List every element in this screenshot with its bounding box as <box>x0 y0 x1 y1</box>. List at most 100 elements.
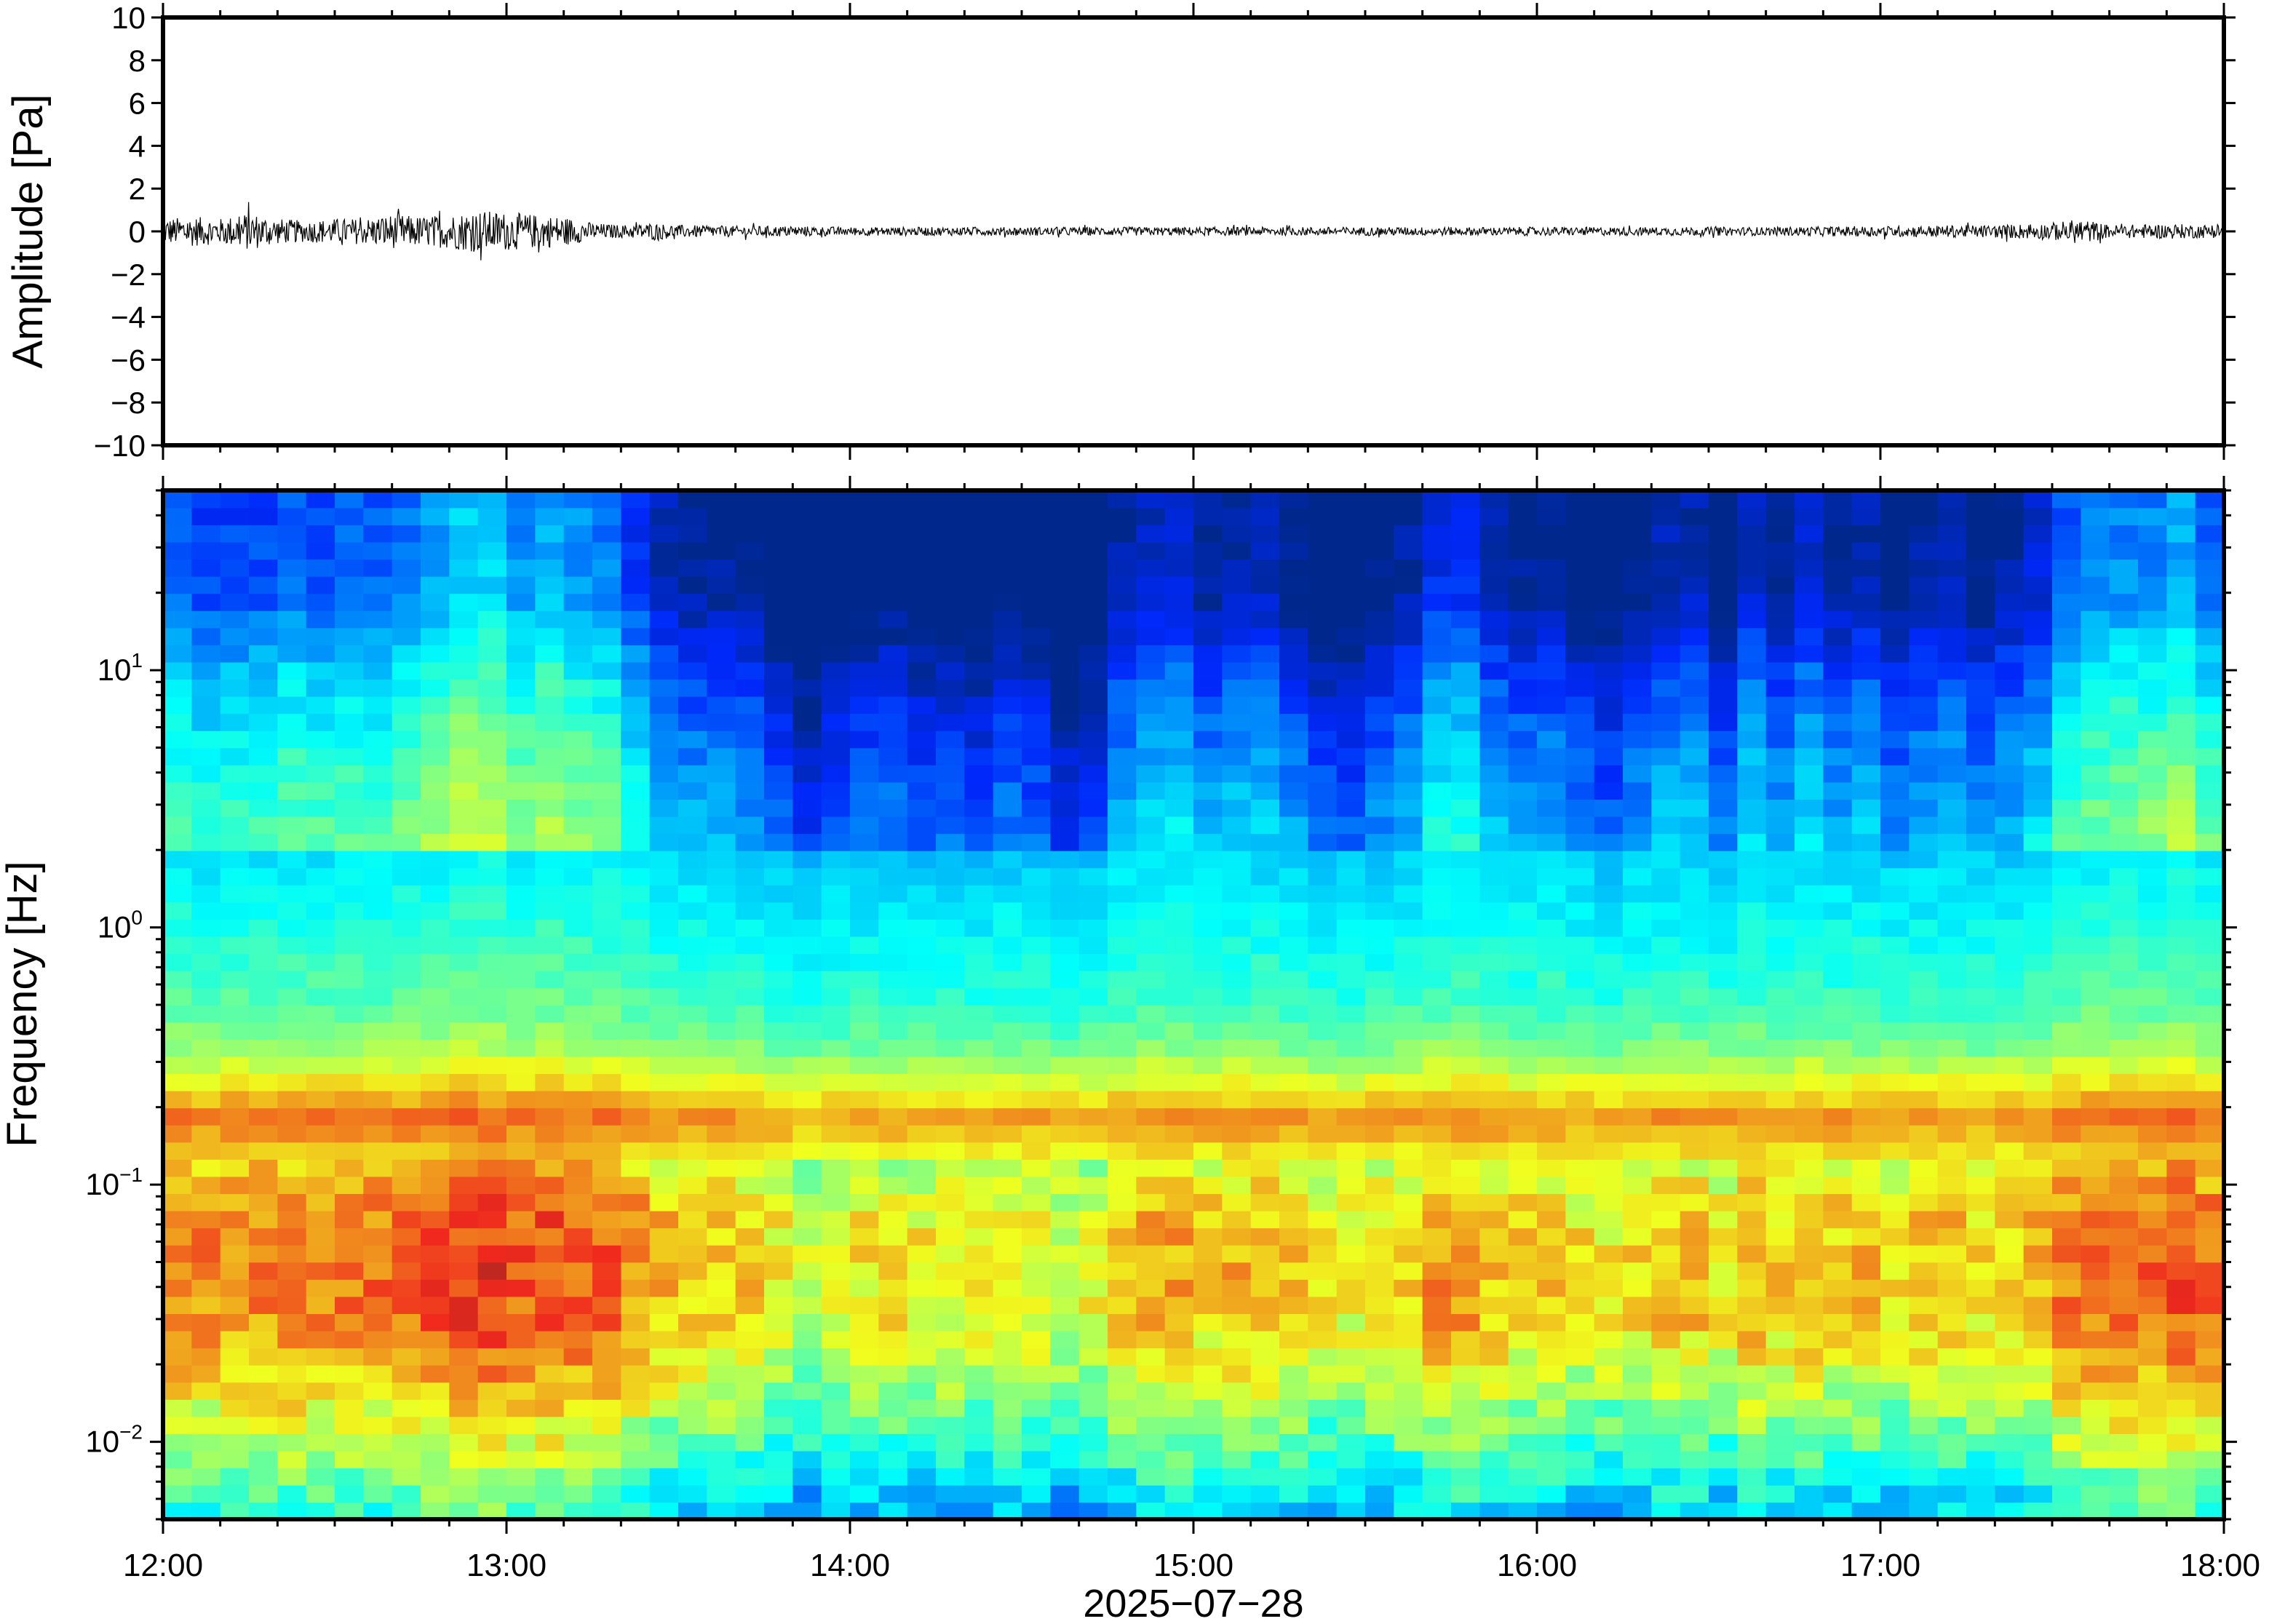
spectrogram-cell <box>2166 645 2196 663</box>
spectrogram-cell <box>1451 799 1481 817</box>
spectrogram-cell <box>2166 696 2196 715</box>
spectrogram-cell <box>649 1433 679 1452</box>
spectrogram-cell <box>2023 1073 2053 1091</box>
spectrogram-cell <box>449 1124 479 1143</box>
spectrogram-cell <box>936 833 966 851</box>
spectrogram-cell <box>649 627 679 645</box>
spectrogram-cell <box>506 1364 536 1383</box>
spectrogram-cell <box>649 1090 679 1109</box>
spectrogram-cell <box>1880 1502 1910 1520</box>
spectrogram-cell <box>1365 1176 1395 1195</box>
spectrogram-cell <box>1823 781 1853 800</box>
spectrogram-cell <box>1451 1090 1481 1109</box>
spectrogram-cell <box>1537 1468 1567 1486</box>
spectrogram-cell <box>277 1142 307 1160</box>
spectrogram-cell <box>1623 1210 1653 1229</box>
spectrogram-cell <box>1795 1227 1824 1246</box>
spectrogram-cell <box>1050 850 1080 869</box>
spectrogram-cell <box>2138 679 2168 697</box>
spectrogram-cell <box>1709 1193 1738 1211</box>
spectrogram-cell <box>1164 816 1194 835</box>
spectrogram-cell <box>1136 713 1166 731</box>
spectrogram-cell <box>1479 1142 1509 1160</box>
spectrogram-cell <box>1422 1159 1452 1177</box>
spectrogram-cell <box>563 661 593 680</box>
spectrogram-cell <box>249 679 279 697</box>
spectrogram-cell <box>2081 781 2110 800</box>
spectrogram-cell <box>277 765 307 783</box>
spectrogram-cell <box>2166 1502 2196 1520</box>
spectrogram-cell <box>592 1348 622 1366</box>
spectrogram-cell <box>1909 901 1939 920</box>
spectrogram-cell <box>1250 1107 1280 1126</box>
spectrogram-cell <box>707 885 736 903</box>
spectrogram-cell <box>1565 1296 1595 1314</box>
spectrogram-cell <box>306 747 335 765</box>
spectrogram-cell <box>1336 1022 1366 1040</box>
spectrogram-cell <box>2138 1484 2168 1503</box>
spectrogram-cell <box>649 1159 679 1177</box>
spectrogram-cell <box>678 1330 708 1349</box>
spectrogram-cell <box>563 1484 593 1503</box>
spectrogram-cell <box>563 901 593 920</box>
spectrogram-cell <box>936 1124 966 1143</box>
spectrogram-cell <box>1451 885 1481 903</box>
spectrogram-cell <box>2195 713 2225 731</box>
spectrogram-cell <box>1250 833 1280 851</box>
spectrogram-cell <box>2023 833 2053 851</box>
spectrogram-x-tick-label: 15:00 <box>1153 1548 1233 1583</box>
spectrogram-cell <box>191 953 221 971</box>
spectrogram-cell <box>1651 645 1681 663</box>
spectrogram-cell <box>1193 525 1223 543</box>
spectrogram-cell <box>1537 645 1567 663</box>
spectrogram-cell <box>2109 1450 2139 1469</box>
spectrogram-cell <box>649 1227 679 1246</box>
spectrogram-cell <box>1565 1022 1595 1040</box>
spectrogram-cell <box>2166 1005 2196 1023</box>
spectrogram-cell <box>592 1433 622 1452</box>
spectrogram-cell <box>163 850 193 869</box>
spectrogram-cell <box>1394 1107 1423 1126</box>
spectrogram-cell <box>878 610 908 629</box>
spectrogram-cell <box>1222 713 1252 731</box>
spectrogram-cell <box>2023 1056 2053 1075</box>
spectrogram-cell <box>2081 661 2110 680</box>
spectrogram-cell <box>993 713 1022 731</box>
spectrogram-cell <box>1880 645 1910 663</box>
spectrogram-cell <box>477 867 507 885</box>
spectrogram-cell <box>707 1176 736 1195</box>
spectrogram-cell <box>2081 1502 2110 1520</box>
spectrogram-cell <box>1823 1142 1853 1160</box>
spectrogram-cell <box>707 696 736 715</box>
spectrogram-cell <box>1193 765 1223 783</box>
spectrogram-cell <box>592 576 622 594</box>
spectrogram-cell <box>191 987 221 1006</box>
spectrogram-cell <box>2052 919 2082 937</box>
spectrogram-cell <box>191 1416 221 1434</box>
spectrogram-cell <box>1193 936 1223 955</box>
spectrogram-cell <box>1078 593 1108 611</box>
spectrogram-cell <box>621 1022 651 1040</box>
spectrogram-cell <box>477 1450 507 1469</box>
spectrogram-cell <box>2023 1039 2053 1057</box>
spectrogram-cell <box>392 1348 421 1366</box>
spectrogram-cell <box>1508 1142 1538 1160</box>
spectrogram-cell <box>649 610 679 629</box>
spectrogram-cell <box>506 661 536 680</box>
spectrogram-cell <box>1565 1313 1595 1332</box>
spectrogram-cell <box>1966 781 1996 800</box>
spectrogram-cell <box>1050 1090 1080 1109</box>
spectrogram-cell <box>335 1039 365 1057</box>
spectrogram-cell <box>2052 1468 2082 1486</box>
spectrogram-cell <box>1966 850 1996 869</box>
spectrogram-cell <box>449 885 479 903</box>
spectrogram-cell <box>1795 576 1824 594</box>
spectrogram-cell <box>1136 1090 1166 1109</box>
spectrogram-cell <box>649 1382 679 1400</box>
spectrogram-cell <box>878 1005 908 1023</box>
spectrogram-cell <box>1795 1313 1824 1332</box>
spectrogram-cell <box>306 1399 335 1417</box>
spectrogram-cell <box>1937 885 1967 903</box>
spectrogram-cell <box>1422 1022 1452 1040</box>
spectrogram-cell <box>2109 1227 2139 1246</box>
